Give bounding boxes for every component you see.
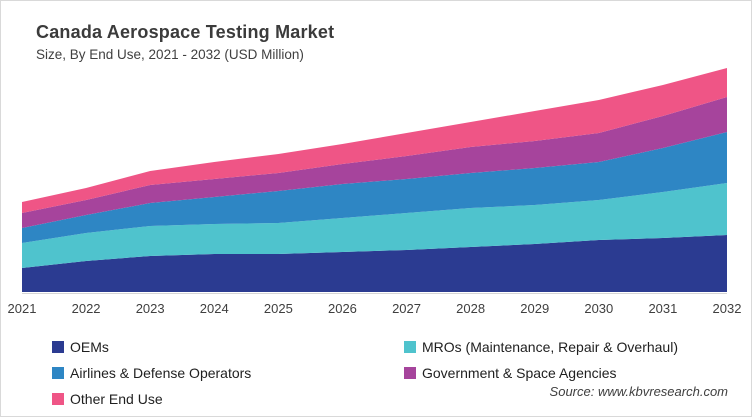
legend-column-right: MROs (Maintenance, Repair & Overhaul) Go… — [404, 334, 678, 386]
x-axis-label: 2026 — [327, 301, 357, 316]
legend-column-left: OEMs Airlines & Defense Operators Other … — [52, 334, 251, 412]
x-axis-label: 2028 — [456, 301, 486, 316]
x-axis-label: 2022 — [71, 301, 101, 316]
x-axis-label: 2024 — [199, 301, 229, 316]
x-axis-label: 2032 — [712, 301, 742, 316]
legend-item-airlines-defense: Airlines & Defense Operators — [52, 360, 251, 386]
source-attribution: Source: www.kbvresearch.com — [549, 384, 728, 399]
x-axis-label: 2031 — [648, 301, 678, 316]
legend-label: Government & Space Agencies — [422, 365, 617, 381]
x-axis-label: 2023 — [135, 301, 165, 316]
x-axis-label: 2029 — [520, 301, 550, 316]
chart-header: Canada Aerospace Testing Market Size, By… — [36, 22, 334, 62]
legend-item-mros: MROs (Maintenance, Repair & Overhaul) — [404, 334, 678, 360]
oems-swatch-icon — [52, 341, 64, 353]
mros-swatch-icon — [404, 341, 416, 353]
legend-label: Other End Use — [70, 391, 163, 407]
chart-title: Canada Aerospace Testing Market — [36, 22, 335, 42]
area-series — [22, 68, 727, 213]
x-axis-label: 2021 — [7, 301, 37, 316]
area-series — [22, 183, 727, 268]
legend-label: OEMs — [70, 339, 109, 355]
legend-item-other-end-use: Other End Use — [52, 386, 251, 412]
government-space-swatch-icon — [404, 367, 416, 379]
area-series — [22, 132, 727, 243]
x-axis-label: 2025 — [263, 301, 293, 316]
legend-label: Airlines & Defense Operators — [70, 365, 252, 381]
x-axis-label: 2027 — [392, 301, 421, 316]
chart-subtitle: Size, By End Use, 2021 - 2032 (USD Milli… — [36, 47, 304, 62]
area-series — [22, 97, 727, 228]
other-end-use-swatch-icon — [52, 393, 64, 405]
legend-label: MROs (Maintenance, Repair & Overhaul) — [422, 339, 678, 355]
x-axis-label: 2030 — [584, 301, 614, 316]
area-series — [22, 235, 727, 292]
legend-item-oems: OEMs — [52, 334, 251, 360]
airlines-defense-swatch-icon — [52, 367, 64, 379]
legend-item-government-space: Government & Space Agencies — [404, 360, 678, 386]
